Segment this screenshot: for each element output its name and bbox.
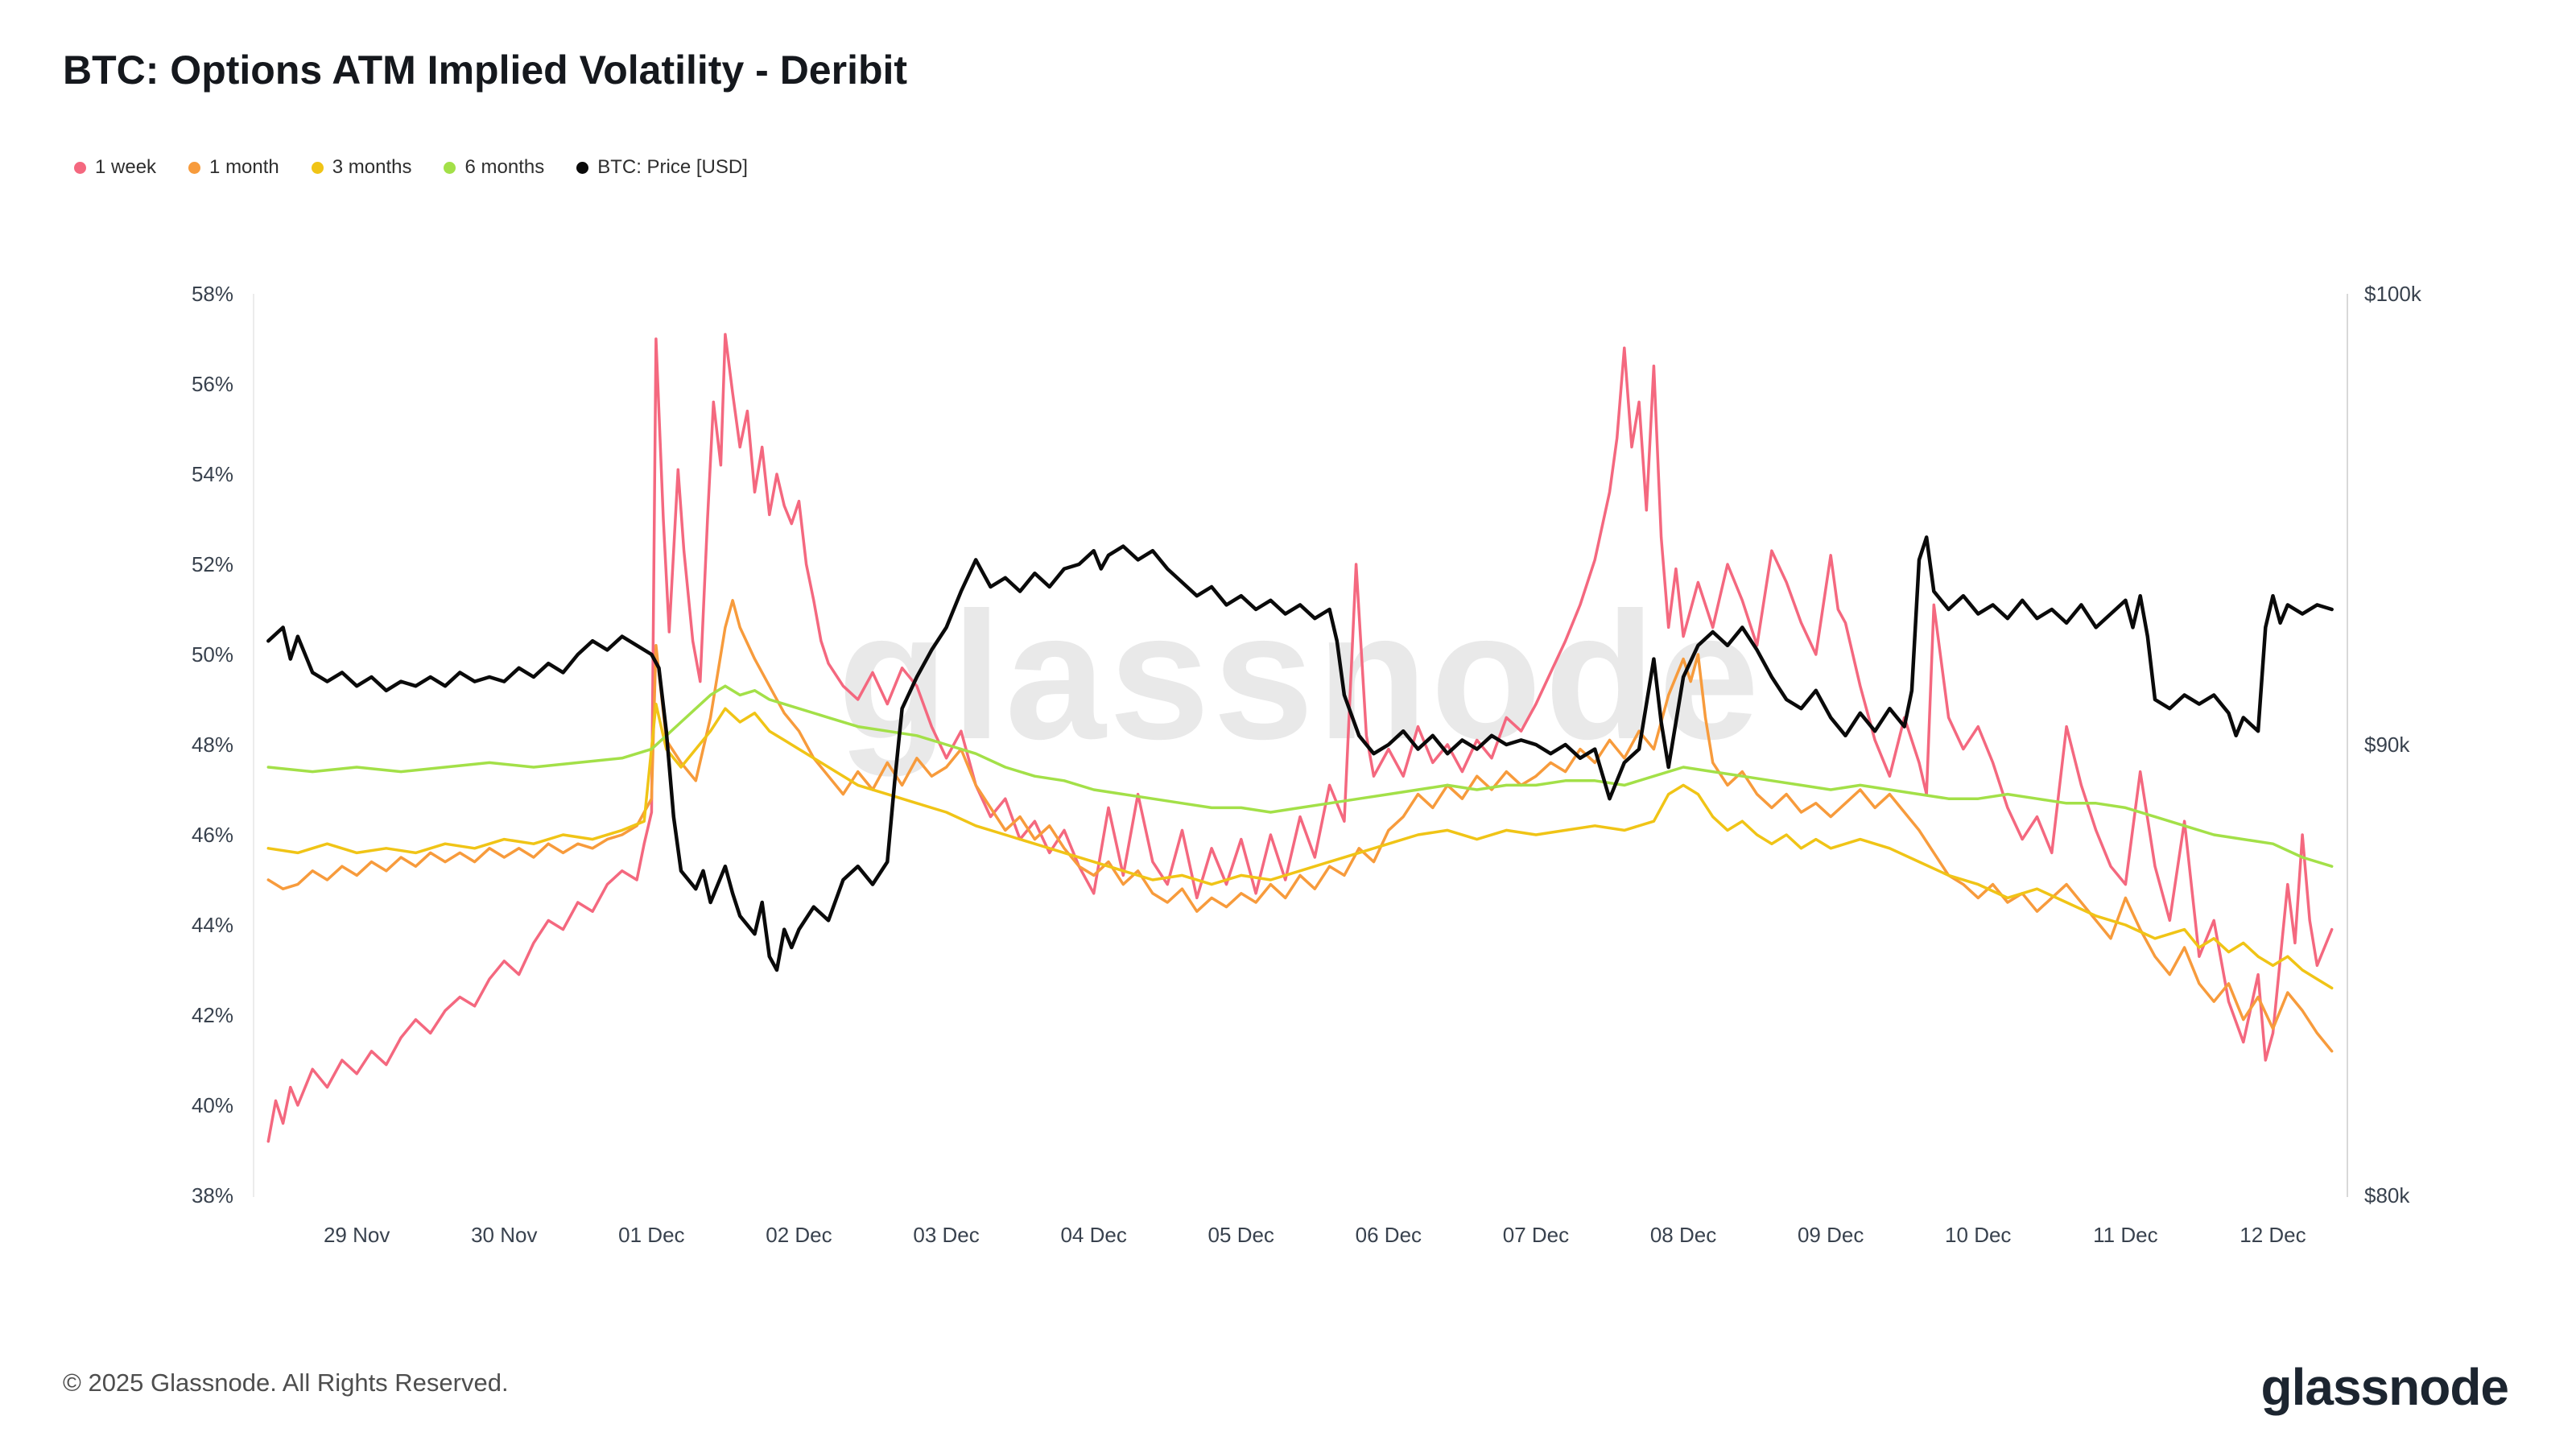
y-left-tick-label: 54% xyxy=(191,462,233,486)
x-tick-label: 08 Dec xyxy=(1649,1223,1717,1247)
y-left-tick-label: 48% xyxy=(191,733,233,757)
chart-legend: 1 week 1 month 3 months 6 months BTC: Price … xyxy=(74,156,748,179)
x-tick-label: 10 Dec xyxy=(1945,1223,2012,1247)
y-left-tick-label: 58% xyxy=(191,282,233,306)
series-line-price xyxy=(266,535,2334,972)
legend-item-3m[interactable]: 3 months xyxy=(311,156,412,179)
y-left-tick-label: 44% xyxy=(191,913,233,937)
x-tick-label: 03 Dec xyxy=(913,1223,980,1247)
legend-item-1m[interactable]: 1 month xyxy=(188,156,279,179)
x-tick-label: 29 Nov xyxy=(323,1223,390,1247)
legend-dot-3m xyxy=(311,161,324,174)
y-right-tick-label: $80k xyxy=(2364,1183,2410,1208)
x-tick-label: 12 Dec xyxy=(2240,1223,2306,1247)
legend-item-price[interactable]: BTC: Price [USD] xyxy=(576,156,748,179)
legend-label-3m: 3 months xyxy=(332,156,412,178)
legend-label-6m: 6 months xyxy=(464,156,545,178)
x-tick-label: 30 Nov xyxy=(471,1223,538,1247)
y-left-tick-label: 50% xyxy=(191,642,233,667)
series-line-1w xyxy=(266,332,2334,1143)
left-axis-line xyxy=(253,294,254,1197)
legend-label-1w: 1 week xyxy=(95,156,157,178)
plot-svg[interactable] xyxy=(254,294,2347,1197)
x-tick-label: 09 Dec xyxy=(1797,1223,1864,1247)
y-left-tick-label: 40% xyxy=(191,1093,233,1117)
y-left-tick-label: 42% xyxy=(191,1003,233,1027)
x-tick-label: 11 Dec xyxy=(2093,1223,2158,1247)
y-left-tick-label: 52% xyxy=(191,552,233,576)
legend-dot-6m xyxy=(444,161,456,174)
chart-title: BTC: Options ATM Implied Volatility - De… xyxy=(63,47,908,93)
x-tick-label: 05 Dec xyxy=(1208,1223,1274,1247)
legend-dot-1m xyxy=(188,161,201,174)
x-tick-label: 04 Dec xyxy=(1060,1223,1127,1247)
y-right-tick-label: $90k xyxy=(2364,733,2410,757)
legend-item-6m[interactable]: 6 months xyxy=(444,156,544,179)
series-line-3m xyxy=(266,702,2334,990)
legend-dot-price xyxy=(576,161,589,174)
y-left-tick-label: 38% xyxy=(191,1183,233,1208)
legend-label-1m: 1 month xyxy=(209,156,279,178)
series-line-1m xyxy=(266,599,2334,1053)
y-right-tick-label: $100k xyxy=(2364,282,2421,306)
x-tick-label: 07 Dec xyxy=(1502,1223,1570,1247)
legend-label-price: BTC: Price [USD] xyxy=(597,156,748,178)
x-tick-label: 01 Dec xyxy=(618,1223,685,1247)
y-left-tick-label: 56% xyxy=(191,372,233,396)
copyright-text: © 2025 Glassnode. All Rights Reserved. xyxy=(63,1368,509,1397)
right-axis-line xyxy=(2347,294,2348,1197)
legend-dot-1w xyxy=(74,161,86,174)
x-tick-label: 02 Dec xyxy=(766,1223,832,1247)
x-tick-label: 06 Dec xyxy=(1355,1223,1422,1247)
series-line-6m xyxy=(266,684,2334,868)
y-left-tick-label: 46% xyxy=(191,823,233,847)
glassnode-logo[interactable]: glassnode xyxy=(2260,1358,2509,1416)
legend-item-1w[interactable]: 1 week xyxy=(74,156,156,179)
